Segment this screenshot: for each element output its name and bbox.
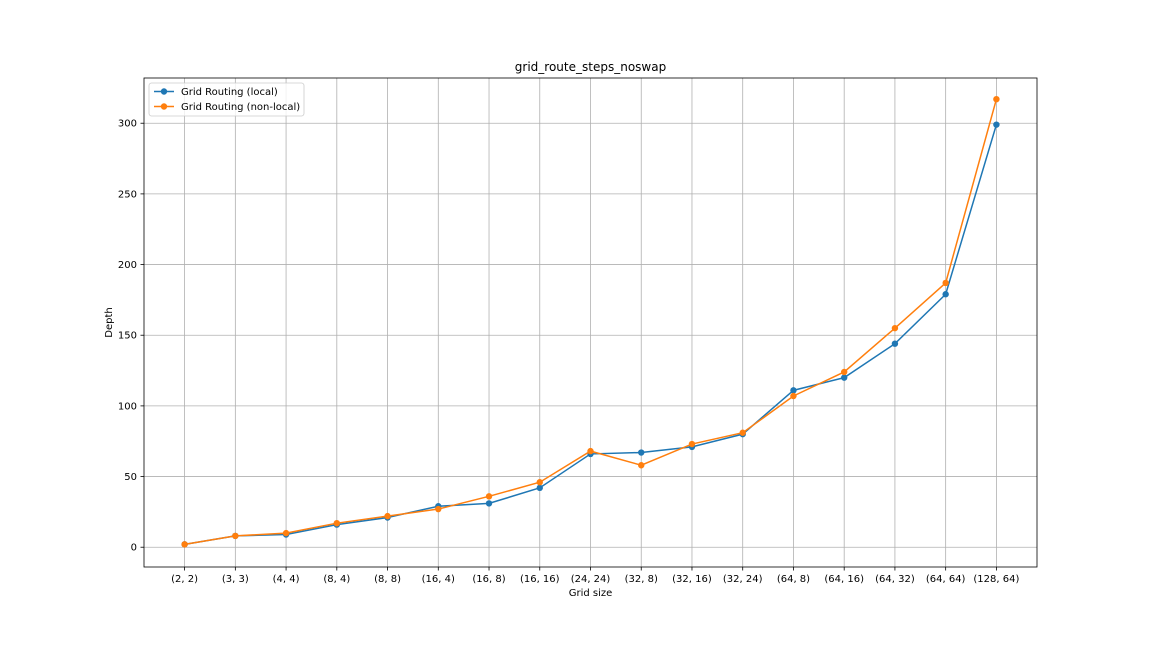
- x-tick-label: (16, 8): [472, 574, 505, 585]
- x-tick-label: (64, 8): [777, 574, 810, 585]
- data-point: [587, 447, 594, 455]
- y-axis-ticks: 0 50 100 150 200 250 300: [118, 119, 144, 554]
- data-point: [891, 324, 899, 332]
- y-tick-label: 300: [118, 119, 137, 130]
- data-point: [485, 500, 493, 507]
- legend-entry-label: Grid Routing (non-local): [181, 102, 300, 113]
- data-point: [638, 462, 645, 469]
- x-tick-label: (2, 2): [171, 574, 198, 585]
- y-tick-label: 150: [118, 331, 137, 342]
- x-tick-label: (128, 64): [973, 574, 1019, 585]
- data-point: [282, 529, 290, 537]
- data-point: [485, 493, 493, 500]
- data-point: [942, 279, 949, 287]
- x-tick-label: (32, 8): [625, 574, 658, 585]
- data-point: [891, 340, 899, 347]
- y-tick-label: 200: [118, 260, 137, 271]
- data-point: [333, 519, 341, 527]
- x-axis-label: Grid size: [569, 588, 613, 599]
- x-tick-label: (64, 32): [875, 574, 915, 585]
- x-tick-label: (8, 8): [374, 574, 401, 585]
- x-tick-label: (64, 64): [926, 574, 966, 585]
- y-axis-label: Depth: [104, 307, 115, 337]
- x-tick-label: (4, 4): [273, 574, 300, 585]
- data-point: [840, 368, 848, 376]
- data-point: [993, 95, 1000, 103]
- legend-box: [148, 82, 305, 117]
- x-tick-label: (8, 4): [323, 574, 350, 585]
- data-point: [840, 374, 848, 381]
- y-tick-label: 50: [124, 472, 137, 483]
- x-tick-label: (32, 24): [723, 574, 763, 585]
- x-axis-ticks: (2, 2) (3, 3) (4, 4) (8, 4) (8, 8) (16, 4) (16…: [171, 567, 1019, 585]
- data-point: [181, 541, 188, 548]
- y-tick-label: 0: [131, 543, 137, 554]
- x-tick-label: (64, 16): [824, 574, 864, 585]
- data-point: [536, 484, 543, 492]
- chart-title: grid_route_steps_noswap: [515, 60, 666, 74]
- x-tick-label: (3, 3): [222, 574, 249, 585]
- x-tick-label: (16, 4): [422, 574, 455, 585]
- series-layer: [181, 95, 1000, 548]
- data-point: [232, 532, 239, 540]
- x-tick-label: (16, 16): [520, 574, 560, 585]
- gridlines: [144, 78, 1037, 567]
- y-tick-label: 100: [118, 401, 137, 412]
- legend-entry-label: Grid Routing (local): [181, 87, 278, 98]
- legend-marker: [160, 103, 168, 110]
- data-point: [790, 392, 797, 400]
- x-tick-label: (24, 24): [571, 574, 611, 585]
- data-point: [384, 512, 391, 520]
- data-point: [993, 121, 1000, 128]
- data-point: [638, 449, 645, 456]
- data-point: [739, 429, 746, 436]
- y-tick-label: 250: [118, 189, 137, 200]
- data-point: [536, 479, 543, 486]
- data-point: [790, 387, 797, 394]
- legend: Grid Routing (local) Grid Routing (non-lo…: [148, 82, 305, 117]
- x-tick-label: (32, 16): [672, 574, 712, 585]
- data-point: [435, 505, 442, 513]
- data-point: [942, 291, 949, 298]
- series-non-local: [181, 95, 1000, 548]
- data-point: [688, 440, 696, 448]
- legend-marker: [160, 88, 168, 95]
